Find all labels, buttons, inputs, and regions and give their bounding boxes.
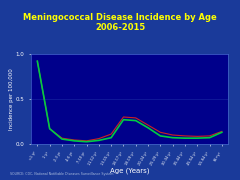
Y-axis label: Incidence per 100,000: Incidence per 100,000 — [9, 68, 14, 130]
Text: SOURCE: CDC, National Notifiable Diseases Surveillance System: SOURCE: CDC, National Notifiable Disease… — [10, 172, 113, 176]
X-axis label: Age (Years): Age (Years) — [110, 167, 149, 174]
Text: Meningococcal Disease Incidence by Age
2006-2015: Meningococcal Disease Incidence by Age 2… — [23, 13, 217, 32]
